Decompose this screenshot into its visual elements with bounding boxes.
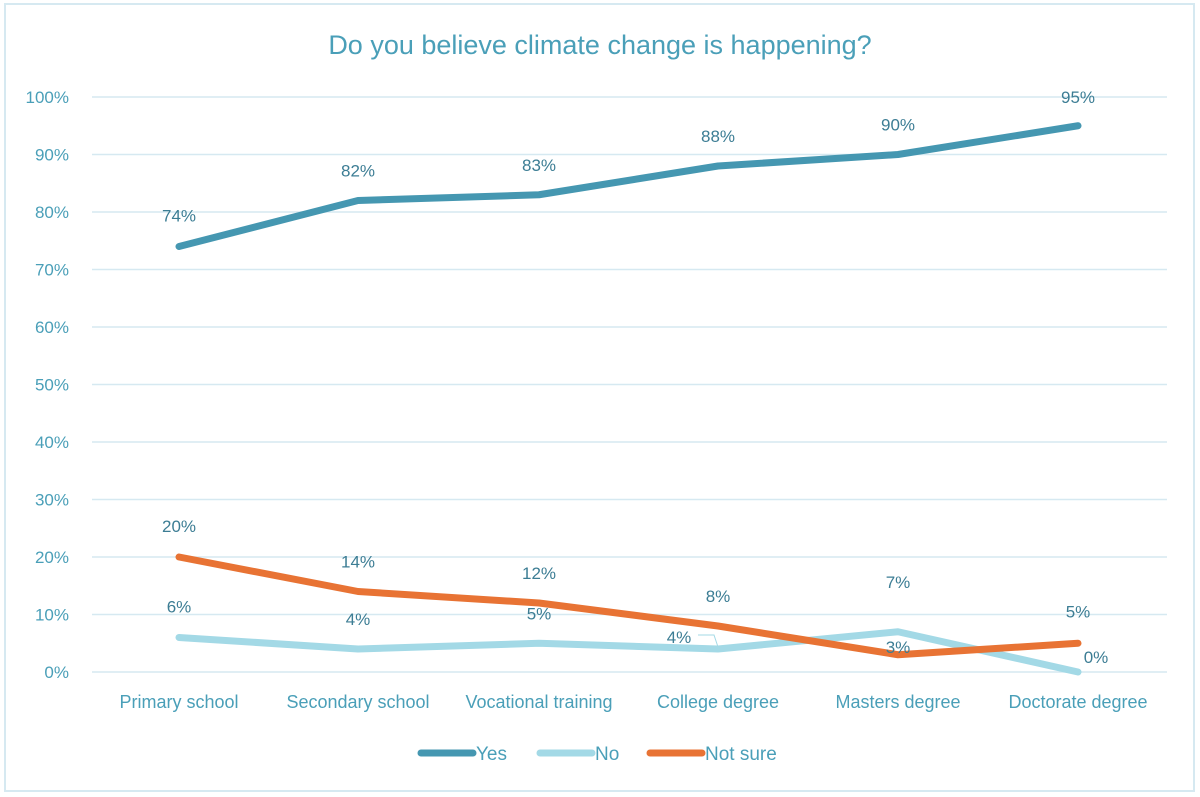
x-category-label: Vocational training	[465, 692, 612, 712]
x-category-label: Primary school	[119, 692, 238, 712]
y-tick-label: 40%	[35, 433, 69, 452]
legend-item-yes: Yes	[417, 744, 507, 765]
x-axis-categories: Primary school Secondary school Vocational…	[119, 692, 1147, 712]
data-label: 88%	[701, 127, 735, 146]
data-label: 5%	[1066, 602, 1091, 621]
legend-label: Not sure	[705, 744, 777, 765]
data-label: 95%	[1061, 88, 1095, 107]
legend-label: No	[595, 744, 619, 765]
data-label: 14%	[341, 553, 375, 572]
data-labels: 74% 82% 83% 88% 90% 95% 6% 4% 5% 4% 7% 0% 20% 14% 12% 8…	[162, 88, 1108, 667]
chart-frame	[4, 3, 1195, 792]
data-label: 82%	[341, 162, 375, 181]
y-tick-label: 30%	[35, 491, 69, 510]
data-label: 4%	[346, 610, 371, 629]
series-line-yes	[175, 122, 1082, 250]
y-tick-label: 80%	[35, 203, 69, 222]
y-tick-label: 90%	[35, 146, 69, 165]
y-tick-label: 70%	[35, 261, 69, 280]
data-label: 7%	[886, 573, 911, 592]
legend-label: Yes	[476, 744, 507, 765]
x-category-label: College degree	[657, 692, 779, 712]
leader-line	[698, 634, 719, 648]
series-line-no	[175, 628, 1082, 676]
legend: Yes No Not sure	[417, 744, 777, 765]
legend-item-no: No	[536, 744, 619, 765]
x-category-label: Secondary school	[286, 692, 429, 712]
data-label: 90%	[881, 116, 915, 135]
series-line-not-sure	[175, 553, 1082, 659]
y-tick-label: 10%	[35, 606, 69, 625]
y-tick-label: 50%	[35, 376, 69, 395]
series-lines	[175, 122, 1082, 676]
data-label: 8%	[706, 587, 731, 606]
data-label: 5%	[527, 604, 552, 623]
data-label: 20%	[162, 517, 196, 536]
data-label: 74%	[162, 207, 196, 226]
data-label: 83%	[522, 156, 556, 175]
x-category-label: Doctorate degree	[1008, 692, 1147, 712]
data-label: 12%	[522, 564, 556, 583]
y-axis-ticks: 0% 10% 20% 30% 40% 50% 60% 70% 80% 90% 100%	[26, 88, 69, 682]
chart-title: Do you believe climate change is happeni…	[328, 30, 871, 60]
y-tick-label: 20%	[35, 548, 69, 567]
data-label: 3%	[886, 638, 911, 657]
x-category-label: Masters degree	[835, 692, 960, 712]
y-tick-label: 60%	[35, 318, 69, 337]
data-label: 4%	[667, 628, 692, 647]
legend-item-not-sure: Not sure	[646, 744, 777, 765]
y-tick-label: 100%	[26, 88, 69, 107]
y-tick-label: 0%	[44, 663, 69, 682]
data-label: 6%	[167, 598, 192, 617]
gridlines	[92, 96, 1167, 673]
data-label: 0%	[1084, 648, 1109, 667]
